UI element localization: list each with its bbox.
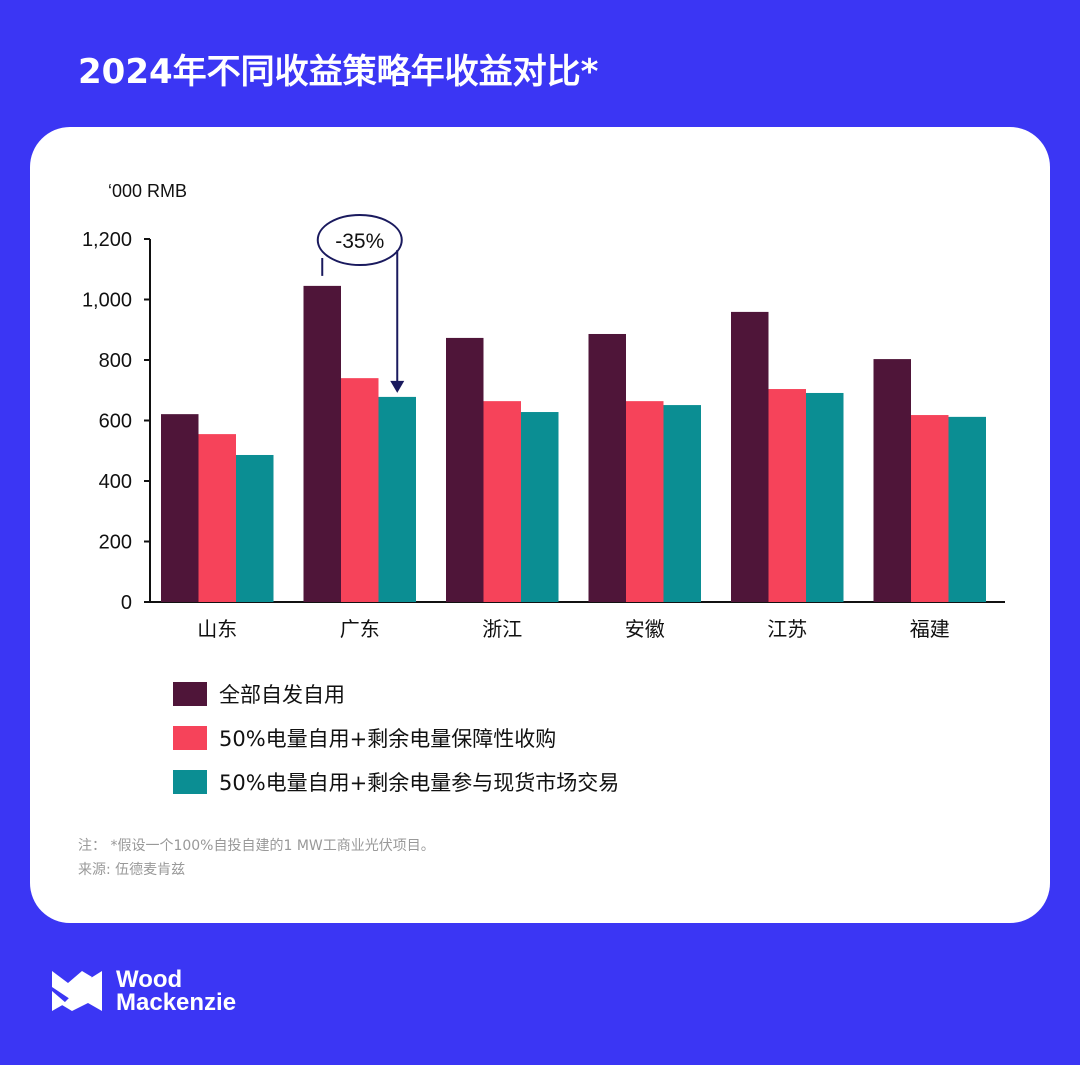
bar xyxy=(768,389,806,602)
legend-item: 50%电量自用+剩余电量保障性收购 xyxy=(173,716,619,760)
x-tick-label: 山东 xyxy=(197,617,237,641)
y-tick-label: 400 xyxy=(99,471,132,493)
bar xyxy=(588,333,626,602)
footnote-note: 注： *假设一个100%自投自建的1 MW工商业光伏项目。 xyxy=(78,838,435,854)
footnote-source: 来源: 伍德麦肯兹 xyxy=(78,862,186,878)
legend-swatch xyxy=(173,770,207,794)
y-tick-label: 1,000 xyxy=(82,290,132,312)
arrow-head-icon xyxy=(390,380,405,393)
legend-item: 全部自发自用 xyxy=(173,672,619,716)
bar xyxy=(161,414,199,602)
bar xyxy=(731,311,769,602)
bar xyxy=(521,412,559,602)
legend-label: 50%电量自用+剩余电量参与现货市场交易 xyxy=(219,771,620,795)
annotation-ellipse xyxy=(316,214,403,266)
y-tick-label: 600 xyxy=(99,411,132,433)
legend-swatch xyxy=(173,726,207,750)
bar xyxy=(198,434,236,602)
y-tick-label: 200 xyxy=(99,532,132,554)
y-axis-label: ‘000 RMB xyxy=(108,181,187,201)
bar xyxy=(303,285,341,602)
bar xyxy=(873,359,911,602)
y-tick-label: 0 xyxy=(121,592,132,614)
legend-swatch xyxy=(173,682,207,706)
legend-item: 50%电量自用+剩余电量参与现货市场交易 xyxy=(173,760,619,804)
y-tick-label: 1,200 xyxy=(82,229,132,251)
bar xyxy=(806,392,844,602)
footnote: 注： *假设一个100%自投自建的1 MW工商业光伏项目。 来源: 伍德麦肯兹 xyxy=(78,834,435,882)
annotation-label: -35% xyxy=(335,230,384,253)
bar xyxy=(446,337,484,602)
logo-mark-icon xyxy=(52,971,102,1011)
bar xyxy=(236,454,274,602)
bar xyxy=(378,396,416,602)
x-tick-label: 江苏 xyxy=(767,617,807,641)
y-tick-label: 800 xyxy=(99,350,132,372)
legend-label: 全部自发自用 xyxy=(219,683,345,707)
bar xyxy=(911,415,949,602)
x-tick-label: 安徽 xyxy=(625,617,665,641)
legend: 全部自发自用 50%电量自用+剩余电量保障性收购 50%电量自用+剩余电量参与现… xyxy=(173,672,619,804)
bar xyxy=(948,416,986,602)
bar xyxy=(341,378,379,602)
bar xyxy=(626,401,664,602)
logo-text-line1: Wood xyxy=(116,966,183,993)
x-tick-label: 福建 xyxy=(910,617,950,641)
x-tick-label: 广东 xyxy=(340,617,380,641)
page-title: 2024年不同收益策略年收益对比* xyxy=(78,52,599,92)
logo-text-line2: Mackenzie xyxy=(116,989,237,1016)
wood-mackenzie-logo: Wood Mackenzie xyxy=(52,966,237,1016)
bar xyxy=(483,401,521,602)
legend-label: 50%电量自用+剩余电量保障性收购 xyxy=(219,727,557,751)
x-tick-label: 浙江 xyxy=(482,617,522,641)
bar xyxy=(663,405,701,602)
